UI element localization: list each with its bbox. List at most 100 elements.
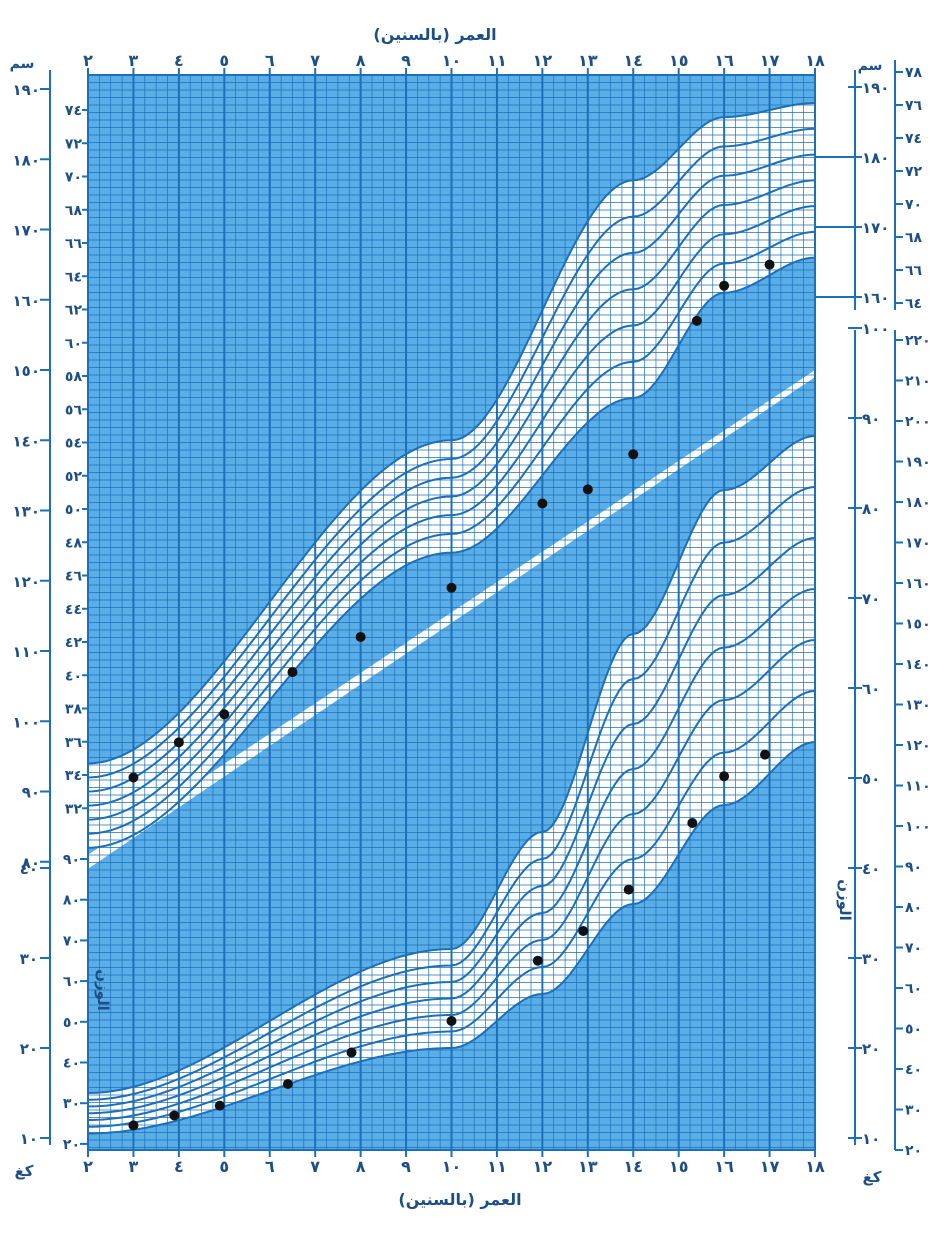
left-inch-tick-label: ٧٢ xyxy=(65,136,83,152)
left-cm-tick-label: ١٠٠ xyxy=(13,713,40,731)
x-tick-label-bottom: ١٨ xyxy=(805,1157,825,1176)
weight-percentile-curve xyxy=(88,537,815,1108)
height-data-point xyxy=(128,772,139,783)
right-lb-tick-label: ٢١٠ xyxy=(905,374,931,390)
right-lb-ticks: ٢٢٠ ٢١٠ ٢٠٠ ١٩٠ ١٨٠ ١٧٠ ١٦٠ ١٥٠ ١٤٠ ١٣٠ ١٢٠ ١١٠ ١٠٠ ٩… xyxy=(895,333,931,1159)
right-lb-tick-label: ١٧٠ xyxy=(905,536,931,552)
right-lb-tick-label: ٤٠ xyxy=(905,1062,922,1078)
left-cm-tick-label: ٨٠ xyxy=(22,854,40,872)
left-cm-tick-label: ١٨٠ xyxy=(13,151,40,169)
right-cm-tick-label: ١٦٠ xyxy=(862,289,889,307)
x-tick-label-bottom: ٣ xyxy=(129,1157,139,1176)
right-kg-tick-label: ٩٠ xyxy=(862,410,880,428)
weight-data-point xyxy=(719,771,730,782)
x-tick-label-bottom: ٥ xyxy=(219,1157,229,1176)
left-cm-tick-label: ١٦٠ xyxy=(13,292,40,310)
right-kg-tick-label: ٥٠ xyxy=(862,770,880,788)
weight-data-point xyxy=(760,749,771,760)
right-cm-tick-label: ١٩٠ xyxy=(862,79,889,97)
left-cm-tick-label: ١٧٠ xyxy=(13,222,40,240)
left-kg-tick-label: ٢٠ xyxy=(20,1040,38,1058)
x-tick-label-top: ١٦ xyxy=(714,51,734,70)
weight-percentile-curve xyxy=(88,741,815,1135)
weight-data-point xyxy=(282,1079,293,1089)
x-tick-label-top: ٣ xyxy=(129,51,139,70)
x-tick-label-bottom: ٧ xyxy=(310,1157,320,1176)
left-inch-tick-label: ٥٠ xyxy=(65,502,82,518)
height-data-point xyxy=(287,667,298,678)
height-data-point xyxy=(719,280,730,291)
x-tick-label-top: ٤ xyxy=(174,51,184,70)
left-kg-tick-label: ٤٠ xyxy=(20,860,38,878)
right-lb-tick-label: ٢٠ xyxy=(905,1143,922,1159)
data-points xyxy=(128,259,775,1131)
weight-percentile-curve xyxy=(88,435,815,1094)
x-tick-label-bottom: ٦ xyxy=(265,1157,275,1176)
x-tick-label-top: ١٠ xyxy=(442,51,462,70)
unit-cm-right: سم xyxy=(858,58,883,74)
weight-data-point xyxy=(623,884,634,895)
x-tick-label-bottom: ١٢ xyxy=(533,1157,553,1176)
x-tick-label-top: ٨ xyxy=(356,51,366,70)
left-inch-tick-label: ٤٦ xyxy=(65,569,83,585)
left-inch-tick-label: ٤٢ xyxy=(65,635,83,651)
left-lb-tick-label: ٤٠ xyxy=(63,1056,80,1072)
right-lb-tick-label: ١٥٠ xyxy=(905,617,931,633)
left-cm-tick-label: ٩٠ xyxy=(22,784,40,802)
right-inch-tick-label: ٦٦ xyxy=(905,263,923,279)
left-inch-tick-label: ٥٨ xyxy=(65,369,83,385)
left-cm-tick-label: ١٤٠ xyxy=(13,432,40,450)
axis-title-bottom: العمر (بالسنين) xyxy=(398,1190,521,1209)
right-kg-tick-label: ٧٠ xyxy=(862,590,880,608)
left-lb-tick-label: ٦٠ xyxy=(63,974,80,990)
left-lb-tick-label: ٩٠ xyxy=(63,852,80,868)
left-inch-tick-label: ٧٤ xyxy=(65,103,82,119)
x-tick-label-bottom: ١٦ xyxy=(714,1157,734,1176)
left-lb-tick-label: ٨٠ xyxy=(63,893,80,909)
height-data-point xyxy=(537,498,548,509)
x-tick-label-bottom: ١٠ xyxy=(442,1157,462,1176)
x-tick-label-bottom: ١١ xyxy=(487,1157,507,1176)
left-lb-ticks: ٩٠ ٨٠ ٧٠ ٦٠ ٥٠ ٤٠ ٣٠ ٢٠ xyxy=(63,852,88,1153)
left-kg-tick-label: ١٠ xyxy=(20,1130,38,1148)
right-inch-tick-label: ٦٨ xyxy=(905,230,923,246)
right-lb-tick-label: ٢٠٠ xyxy=(905,414,931,430)
x-tick-label-bottom: ١٤ xyxy=(623,1157,643,1176)
left-inch-tick-label: ٥٤ xyxy=(65,436,82,452)
right-lb-tick-label: ٦٠ xyxy=(905,981,922,997)
right-kg-ticks: ١٠٠ ٩٠ ٨٠ ٧٠ ٦٠ ٥٠ ٤٠ ٣٠ ٢٠ ١٠ xyxy=(848,320,889,1148)
left-cm-tick-label: ١٩٠ xyxy=(13,81,40,99)
x-tick-label-top: ١٨ xyxy=(805,51,825,70)
left-inch-tick-label: ٥٢ xyxy=(65,469,83,485)
x-tick-label-top: ١٣ xyxy=(578,51,598,70)
height-data-point xyxy=(173,737,184,748)
right-lb-tick-label: ١٩٠ xyxy=(905,455,931,471)
right-lb-tick-label: ٢٢٠ xyxy=(905,333,931,349)
left-kg-ticks: ٤٠ ٣٠ ٢٠ ١٠ xyxy=(20,860,50,1148)
weight-data-point xyxy=(169,1110,180,1121)
x-tick-label-bottom: ١٧ xyxy=(760,1157,780,1176)
left-inch-tick-label: ٤٤ xyxy=(65,602,82,618)
height-data-point xyxy=(582,484,593,495)
right-kg-tick-label: ٣٠ xyxy=(862,950,880,968)
height-data-point xyxy=(628,449,639,460)
weight-data-point xyxy=(214,1100,225,1111)
right-kg-tick-label: ٨٠ xyxy=(862,500,880,518)
left-cm-ticks: ١٩٠ ١٨٠ ١٧٠ ١٦٠ ١٥٠ ١٤٠ ١٣٠ ١٢٠ ١١٠ ١٠٠ ٩٠ ٨٠ xyxy=(13,81,50,872)
weight-data-point xyxy=(532,955,543,966)
right-inch-tick-label: ٧٦ xyxy=(905,98,923,114)
left-lb-tick-label: ٧٠ xyxy=(63,933,80,949)
unit-kg-right: كغ xyxy=(863,1168,882,1186)
x-tick-labels-bottom: ٢ ٣ ٤ ٥ ٦ ٧ ٨ ٩ ١٠ ١١ ١٢ ١٣ ١٤ ١٥ ١٦ ١٧ ١٨ xyxy=(83,1150,825,1176)
right-inch-tick-label: ٧٠ xyxy=(905,197,922,213)
height-percentile-curve xyxy=(88,179,815,807)
x-tick-label-top: ٦ xyxy=(265,51,275,70)
right-lb-tick-label: ٩٠ xyxy=(905,860,922,876)
x-tick-label-top: ٥ xyxy=(219,51,229,70)
left-inch-tick-label: ٥٦ xyxy=(65,402,83,418)
left-inch-tick-label: ٦٦ xyxy=(65,236,83,252)
left-inch-tick-label: ٦٢ xyxy=(65,303,83,319)
weight-data-point xyxy=(687,818,698,828)
left-inch-tick-label: ٣٢ xyxy=(65,801,83,817)
